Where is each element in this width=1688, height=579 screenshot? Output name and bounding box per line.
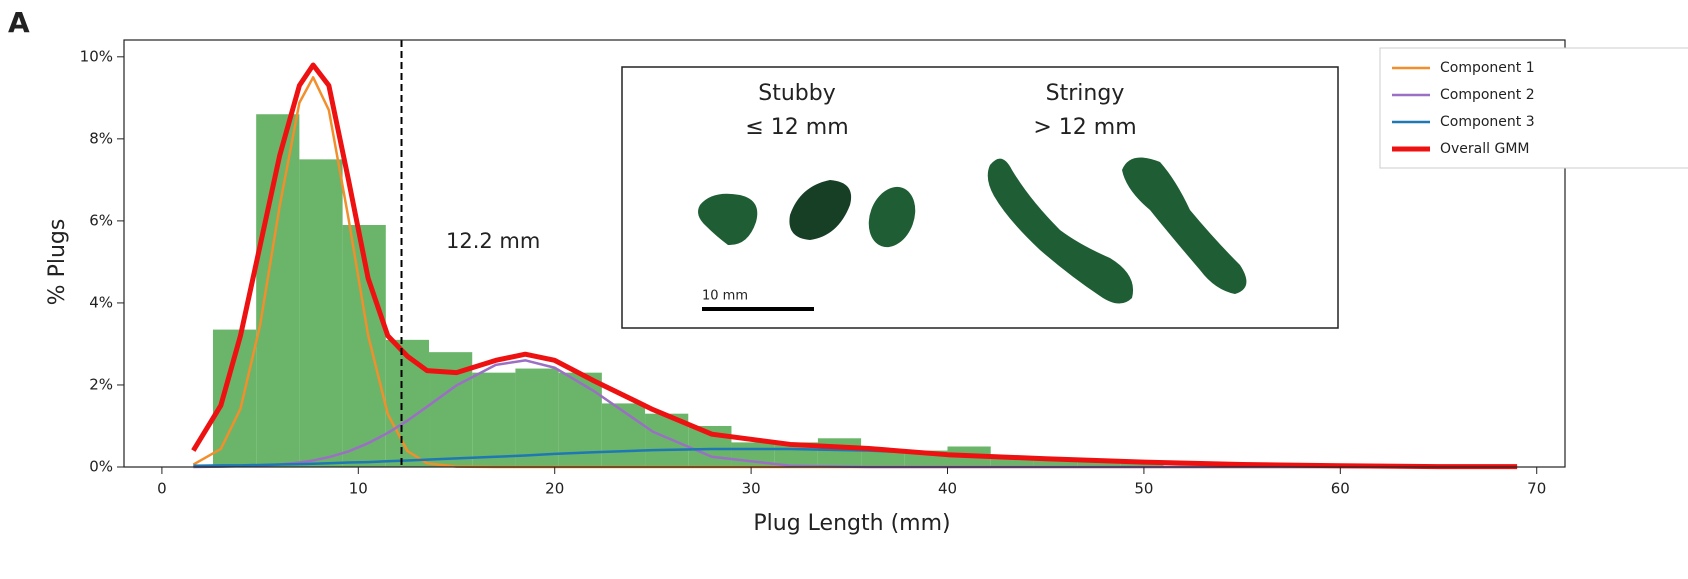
- histogram-bar: [1033, 458, 1078, 467]
- plot-area: [191, 40, 1518, 470]
- inset-text: > 12 mm: [1033, 115, 1136, 140]
- histogram-bar: [861, 450, 905, 467]
- plug-shape: [698, 193, 758, 246]
- legend: Component 1 Component 2 Component 3 Overall…: [1379, 47, 1688, 169]
- plug-shape: [1122, 157, 1247, 294]
- histogram-bar: [990, 458, 1034, 467]
- histogram-bar: [472, 372, 516, 467]
- inset-text: Stringy: [1046, 81, 1125, 106]
- inset-text: ≤ 12 mm: [745, 115, 848, 140]
- inset-text: Stubby: [758, 81, 835, 106]
- scale-bar-label: 10 mm: [702, 289, 748, 304]
- legend-label: Overall GMM: [1440, 141, 1530, 157]
- histogram-bar: [1077, 460, 1121, 467]
- y-axis-label: % Plugs: [45, 219, 70, 306]
- plug-shape: [789, 180, 852, 240]
- histogram-bar: [385, 339, 430, 467]
- gmm-curve: [191, 62, 1518, 470]
- histogram-bar: [817, 438, 862, 467]
- panel-label: A: [8, 6, 30, 39]
- x-tick-label: 60: [1331, 480, 1350, 498]
- legend-label: Component 2: [1440, 87, 1535, 103]
- x-tick-label: 20: [545, 480, 564, 498]
- legend-frame: [1379, 47, 1688, 169]
- x-tick-label: 50: [1134, 480, 1153, 498]
- plug-shape: [868, 186, 916, 248]
- x-tick-label: 0: [157, 480, 167, 498]
- plot-frame: [123, 39, 1566, 468]
- x-tick-label: 30: [742, 480, 761, 498]
- inset: Stubby ≤ 12 mm Stringy > 12 mm 10 mm: [621, 66, 1339, 329]
- legend-label: Component 3: [1440, 114, 1535, 130]
- legend-label: Component 1: [1440, 60, 1535, 76]
- histogram-bar: [1120, 462, 1164, 467]
- x-tick-label: 10: [349, 480, 368, 498]
- x-axis-label: Plug Length (mm): [753, 511, 950, 536]
- y-tick-label: 8%: [89, 129, 113, 147]
- y-tick-label: 2%: [89, 375, 113, 393]
- histogram-bar: [601, 403, 646, 467]
- threshold-label: 12.2 mm: [446, 229, 540, 253]
- y-tick-label: 0%: [89, 458, 113, 476]
- x-tick-label: 40: [938, 480, 957, 498]
- y-tick-label: 10%: [80, 47, 113, 65]
- plug-shape: [987, 158, 1134, 304]
- x-tick-label: 70: [1527, 480, 1546, 498]
- y-tick-label: 4%: [89, 293, 113, 311]
- histogram-bar: [515, 368, 559, 467]
- histogram-bar: [299, 159, 343, 468]
- y-tick-label: 6%: [89, 211, 113, 229]
